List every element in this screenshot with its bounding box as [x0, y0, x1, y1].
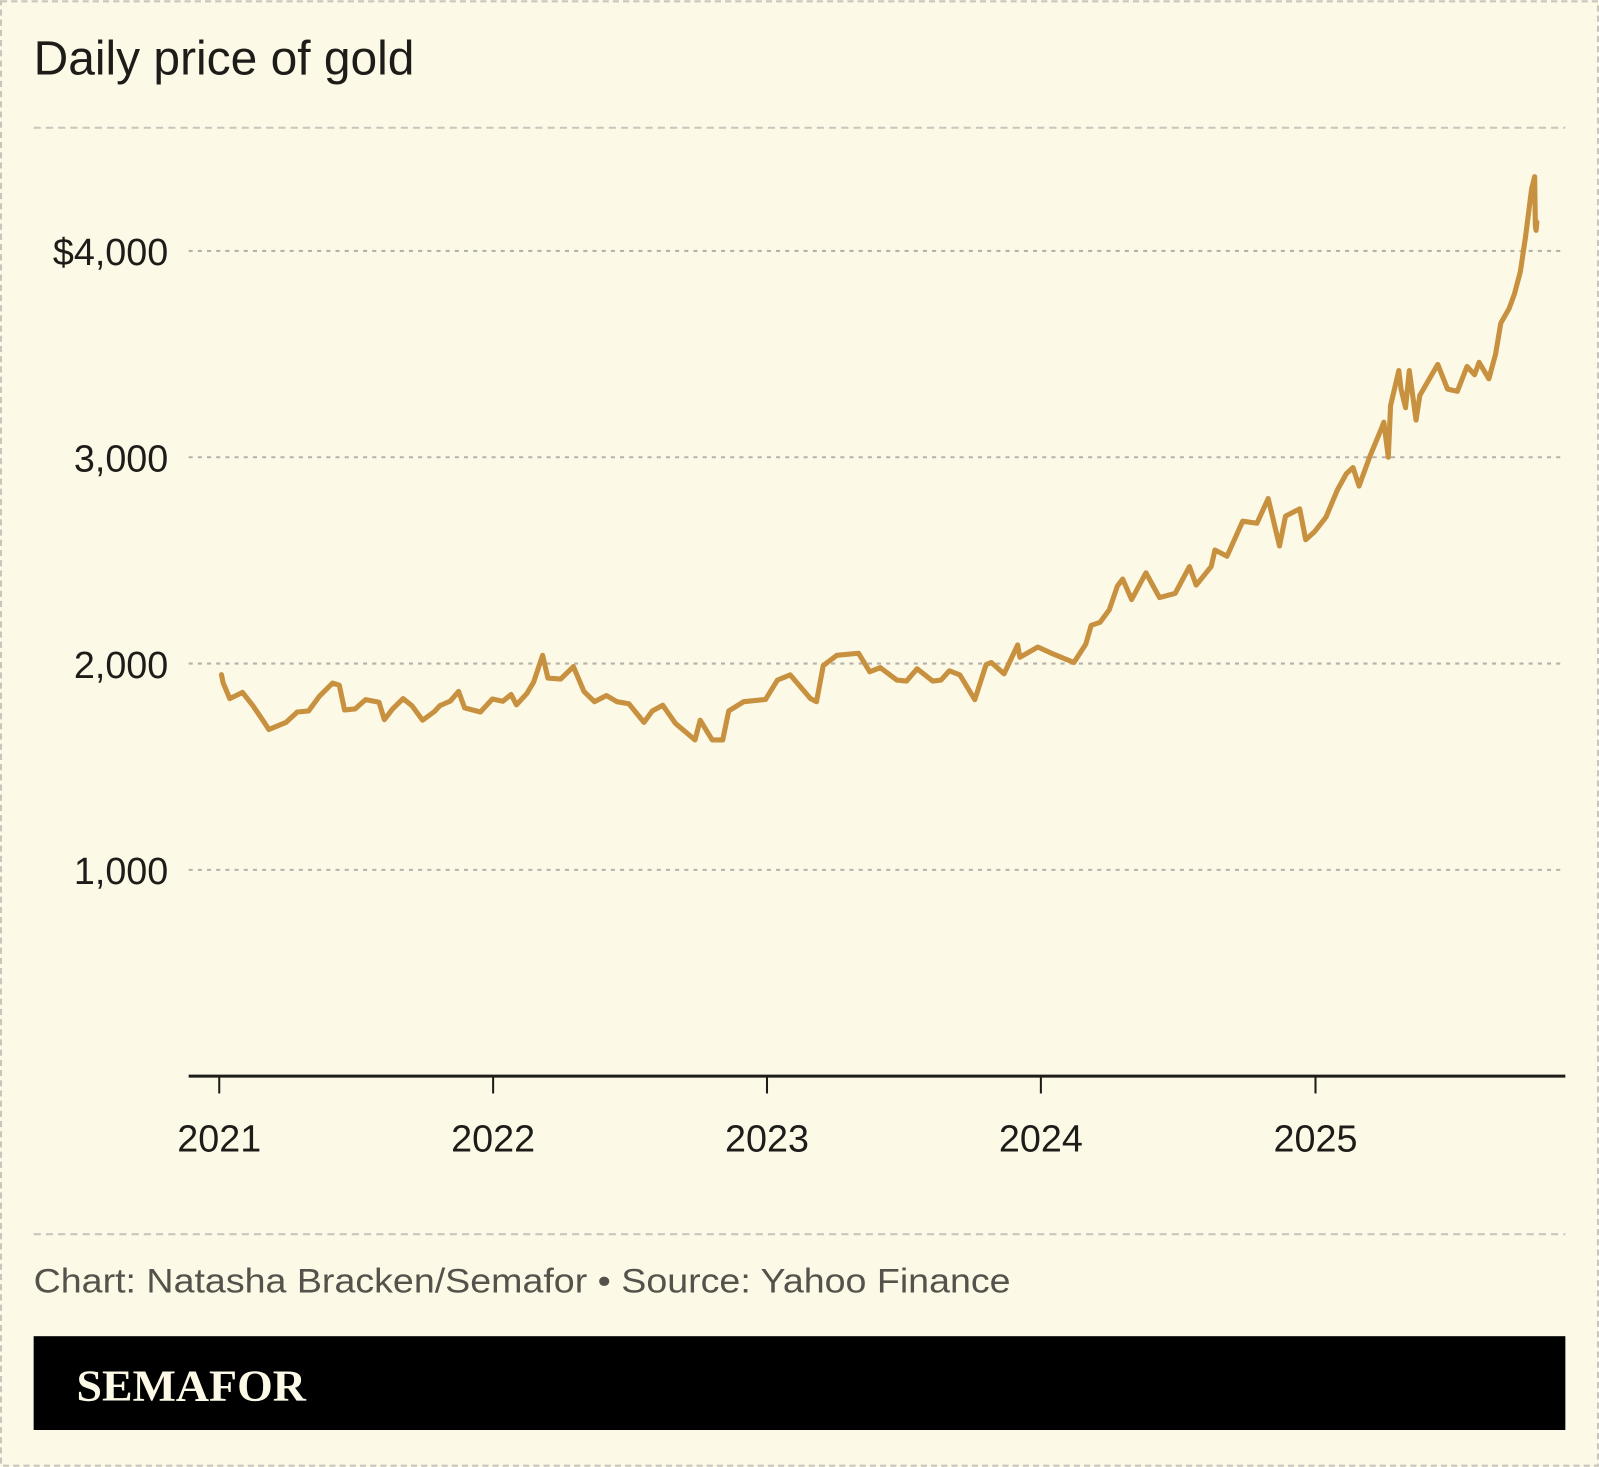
- chart-credit: Chart: Natasha Bracken/Semafor • Source:…: [34, 1262, 1011, 1300]
- x-tick-label: 2022: [451, 1118, 535, 1160]
- y-tick-label: 3,000: [74, 438, 168, 480]
- y-gridlines: [188, 249, 1566, 871]
- x-axis: 2021 2022 2023 2024 2025: [177, 1076, 1358, 1160]
- chart-title: Daily price of gold: [34, 33, 415, 86]
- semafor-logo: SEMAFOR: [76, 1360, 306, 1410]
- x-tick-label: 2024: [999, 1118, 1083, 1160]
- x-tick-label: 2021: [177, 1118, 261, 1160]
- brand-bar: [33, 1336, 1566, 1431]
- y-tick-label: 1,000: [74, 850, 168, 892]
- y-tick-label: 2,000: [74, 644, 168, 686]
- gold-price-line: [218, 174, 1540, 743]
- x-tick-label: 2025: [1274, 1118, 1358, 1160]
- y-axis: 1,000 2,000 3,000 $4,000: [53, 231, 168, 892]
- y-tick-label: $4,000: [53, 231, 168, 273]
- x-tick-label: 2023: [725, 1118, 809, 1160]
